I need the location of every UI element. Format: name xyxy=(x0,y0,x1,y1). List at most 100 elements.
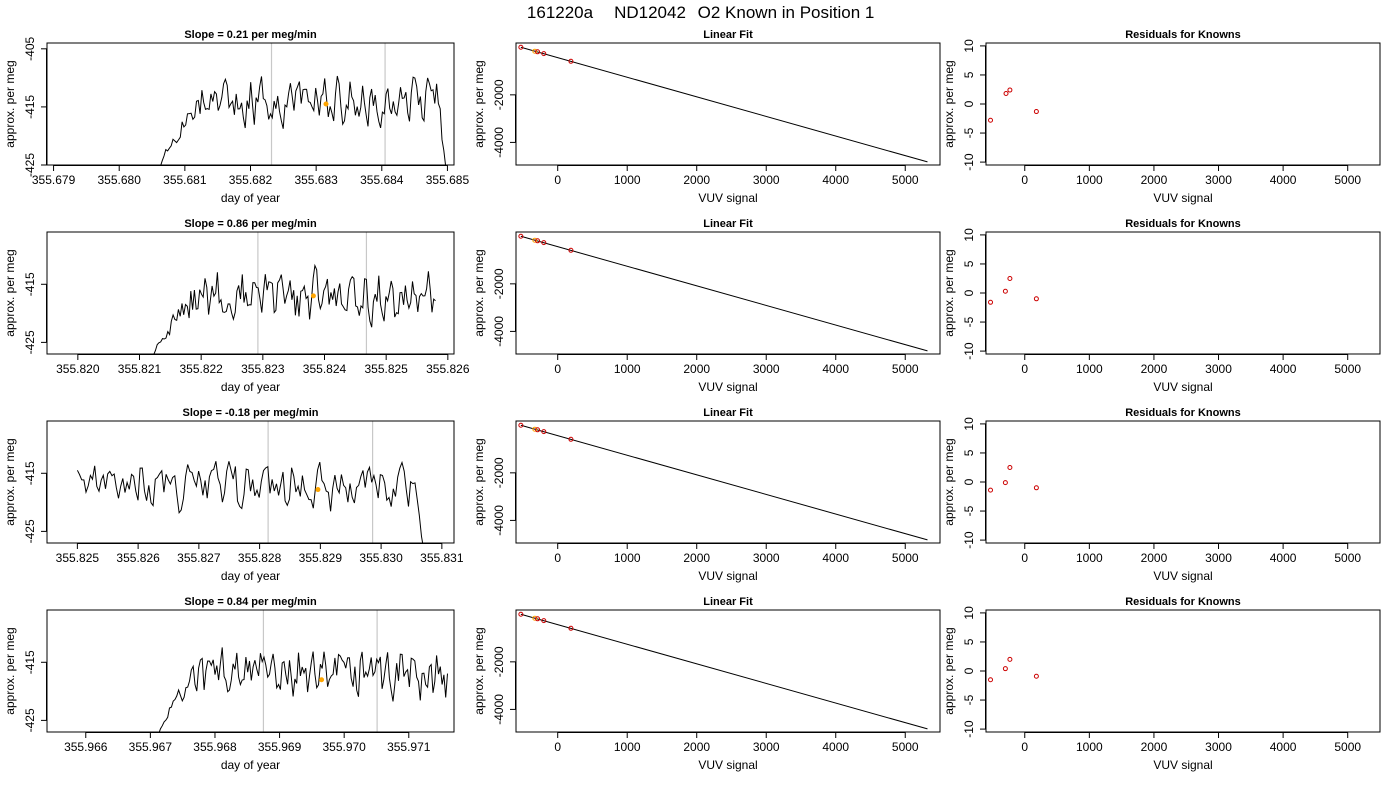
fit-panel-3-x-tick-label: 0 xyxy=(554,551,561,565)
trace-panel-3-x-tick-label: 355.825 xyxy=(56,551,100,565)
trace-panel-2-title: Slope = 0.86 per meg/min xyxy=(184,218,317,230)
fit-panel-4-y-tick-label: -4000 xyxy=(492,694,506,725)
trace-panel-1-x-tick-label: 355.685 xyxy=(426,173,470,187)
fit-panel-1-x-axis-label: VUV signal xyxy=(698,191,757,205)
residual-panel-2-x-tick-label: 1000 xyxy=(1076,362,1103,376)
residual-panel-3-x-tick-label: 3000 xyxy=(1205,551,1232,565)
residual-panel-2-y-tick-label: -10 xyxy=(962,342,976,360)
trace-panel-1-x-tick-label: 355.682 xyxy=(229,173,273,187)
residual-panel-2-y-tick-label: 5 xyxy=(962,260,976,267)
fit-panel-3-point xyxy=(535,427,541,433)
fit-panel-3-x-tick-label: 4000 xyxy=(822,551,849,565)
residual-panel-2-frame xyxy=(985,231,1381,355)
fit-panel-4-x-tick-label: 2000 xyxy=(683,740,710,754)
fit-panel-3-point xyxy=(568,436,574,442)
residual-panel-1-frame xyxy=(985,42,1381,166)
residual-panel-1-x-axis-label: VUV signal xyxy=(1153,191,1212,205)
residual-panel-1-y-axis-label: approx. per meg xyxy=(942,60,956,147)
trace-panel-2-x-tick-label: 355.823 xyxy=(241,362,285,376)
fit-panel-2-y-tick-label: -2000 xyxy=(492,268,506,299)
trace-panel-4-y-axis-label: approx. per meg xyxy=(3,627,17,714)
trace-panel-1-y-tick-label: -415 xyxy=(23,95,37,119)
fit-panel-1-point xyxy=(535,49,541,55)
residual-panel-4-title: Residuals for Knowns xyxy=(1125,596,1241,608)
residual-panel-2-x-tick-label: 4000 xyxy=(1270,362,1297,376)
residual-panel-3-point xyxy=(1007,464,1013,470)
residual-panel-2-y-tick-label: -5 xyxy=(962,316,976,327)
figure-title-run: 161220a xyxy=(527,3,594,22)
trace-panel-2-x-tick-label: 355.821 xyxy=(118,362,162,376)
residual-panel-4-point xyxy=(1007,656,1013,662)
trace-panel-1-x-tick-label: 355.679 xyxy=(32,173,76,187)
trace-panel-2-y-tick-label: -415 xyxy=(23,272,37,296)
trace-panel-4-y-tick-label: -415 xyxy=(23,650,37,674)
residual-panel-1-x-tick-label: 0 xyxy=(1021,173,1028,187)
fit-panel-1-point xyxy=(568,58,574,64)
residual-panel-4-x-tick-label: 1000 xyxy=(1076,740,1103,754)
fit-panel-2-frame xyxy=(515,231,941,355)
fit-panel-1-x-tick-label: 5000 xyxy=(892,173,919,187)
residual-panel-4-x-tick-label: 2000 xyxy=(1141,740,1168,754)
fit-panel-2-point xyxy=(535,238,541,244)
fit-panel-4-point xyxy=(535,616,541,622)
trace-panel-4-x-tick-label: 355.970 xyxy=(322,740,366,754)
trace-panel-1-x-tick-label: 355.684 xyxy=(360,173,404,187)
fit-panel-2-point xyxy=(568,247,574,253)
residual-panel-2-title: Residuals for Knowns xyxy=(1125,218,1241,230)
trace-panel-1-y-tick-label: -425 xyxy=(23,153,37,177)
fit-panel-3-x-tick-label: 3000 xyxy=(753,551,780,565)
residual-panel-1-x-tick-label: 5000 xyxy=(1334,173,1361,187)
residual-panel-1-x-tick-label: 1000 xyxy=(1076,173,1103,187)
fit-panel-2-x-tick-label: 0 xyxy=(554,362,561,376)
fit-panel-1-y-tick-label: -2000 xyxy=(492,79,506,110)
trace-panel-2-x-tick-label: 355.825 xyxy=(364,362,408,376)
residual-panel-3-frame xyxy=(985,420,1381,544)
trace-panel-3-y-tick-label: -425 xyxy=(23,519,37,543)
fit-panel-3-y-tick-label: -4000 xyxy=(492,505,506,536)
residual-panel-3-point xyxy=(988,487,994,493)
residual-panel-4-y-tick-label: 0 xyxy=(962,667,976,674)
fit-panel-2-title: Linear Fit xyxy=(703,218,753,230)
trace-panel-3-sample-marker xyxy=(315,487,321,493)
trace-panel-1-x-tick-label: 355.680 xyxy=(98,173,142,187)
residual-panel-4-y-axis-label: approx. per meg xyxy=(942,627,956,714)
residual-panel-2-y-tick-label: 0 xyxy=(962,289,976,296)
trace-panel-1-x-tick-label: 355.681 xyxy=(163,173,207,187)
fit-panel-3-y-axis-label: approx. per meg xyxy=(472,438,486,525)
residual-panel-3-y-tick-label: -5 xyxy=(962,505,976,516)
residual-panel-4-y-tick-label: -10 xyxy=(962,720,976,738)
trace-panel-3-trace-line xyxy=(76,460,424,543)
trace-panel-1-title: Slope = 0.21 per meg/min xyxy=(184,29,317,41)
fit-panel-1-point xyxy=(532,48,538,54)
residual-panel-1-x-tick-label: 4000 xyxy=(1270,173,1297,187)
trace-panel-2-y-axis-label: approx. per meg xyxy=(3,249,17,336)
fit-panel-2-x-axis-label: VUV signal xyxy=(698,380,757,394)
trace-panel-3-x-tick-label: 355.831 xyxy=(420,551,464,565)
trace-panel-3-y-axis-label: approx. per meg xyxy=(3,438,17,525)
residual-panel-4-y-tick-label: -5 xyxy=(962,694,976,705)
fit-panel-2-fit-line xyxy=(520,235,928,352)
residual-panel-1-y-tick-label: 5 xyxy=(962,71,976,78)
residual-panel-2-x-axis-label: VUV signal xyxy=(1153,380,1212,394)
fit-panel-4-fit-line xyxy=(520,613,928,730)
fit-panel-2-point xyxy=(532,237,538,243)
residual-panel-1-point xyxy=(1003,91,1009,97)
fit-panel-3-title: Linear Fit xyxy=(703,407,753,419)
fit-panel-1-x-tick-label: 4000 xyxy=(822,173,849,187)
fit-panel-3-x-tick-label: 1000 xyxy=(614,551,641,565)
trace-panel-4-x-axis-label: day of year xyxy=(221,758,280,772)
residual-panel-3-x-tick-label: 0 xyxy=(1021,551,1028,565)
residual-panel-3-point xyxy=(1002,480,1008,486)
residual-panel-2-point xyxy=(988,299,994,305)
fit-panel-3-point xyxy=(532,426,538,432)
figure-title-tank: ND12042 xyxy=(614,3,686,22)
fit-panel-4-title: Linear Fit xyxy=(703,596,753,608)
fit-panel-4-x-tick-label: 3000 xyxy=(753,740,780,754)
fit-panel-1-frame xyxy=(515,42,941,166)
fit-panel-2-y-tick-label: -4000 xyxy=(492,316,506,347)
residual-panel-3-y-tick-label: 5 xyxy=(962,449,976,456)
fit-panel-1-x-tick-label: 3000 xyxy=(753,173,780,187)
fit-panel-1-fit-line xyxy=(520,46,928,163)
trace-panel-4-sample-marker xyxy=(319,677,325,683)
